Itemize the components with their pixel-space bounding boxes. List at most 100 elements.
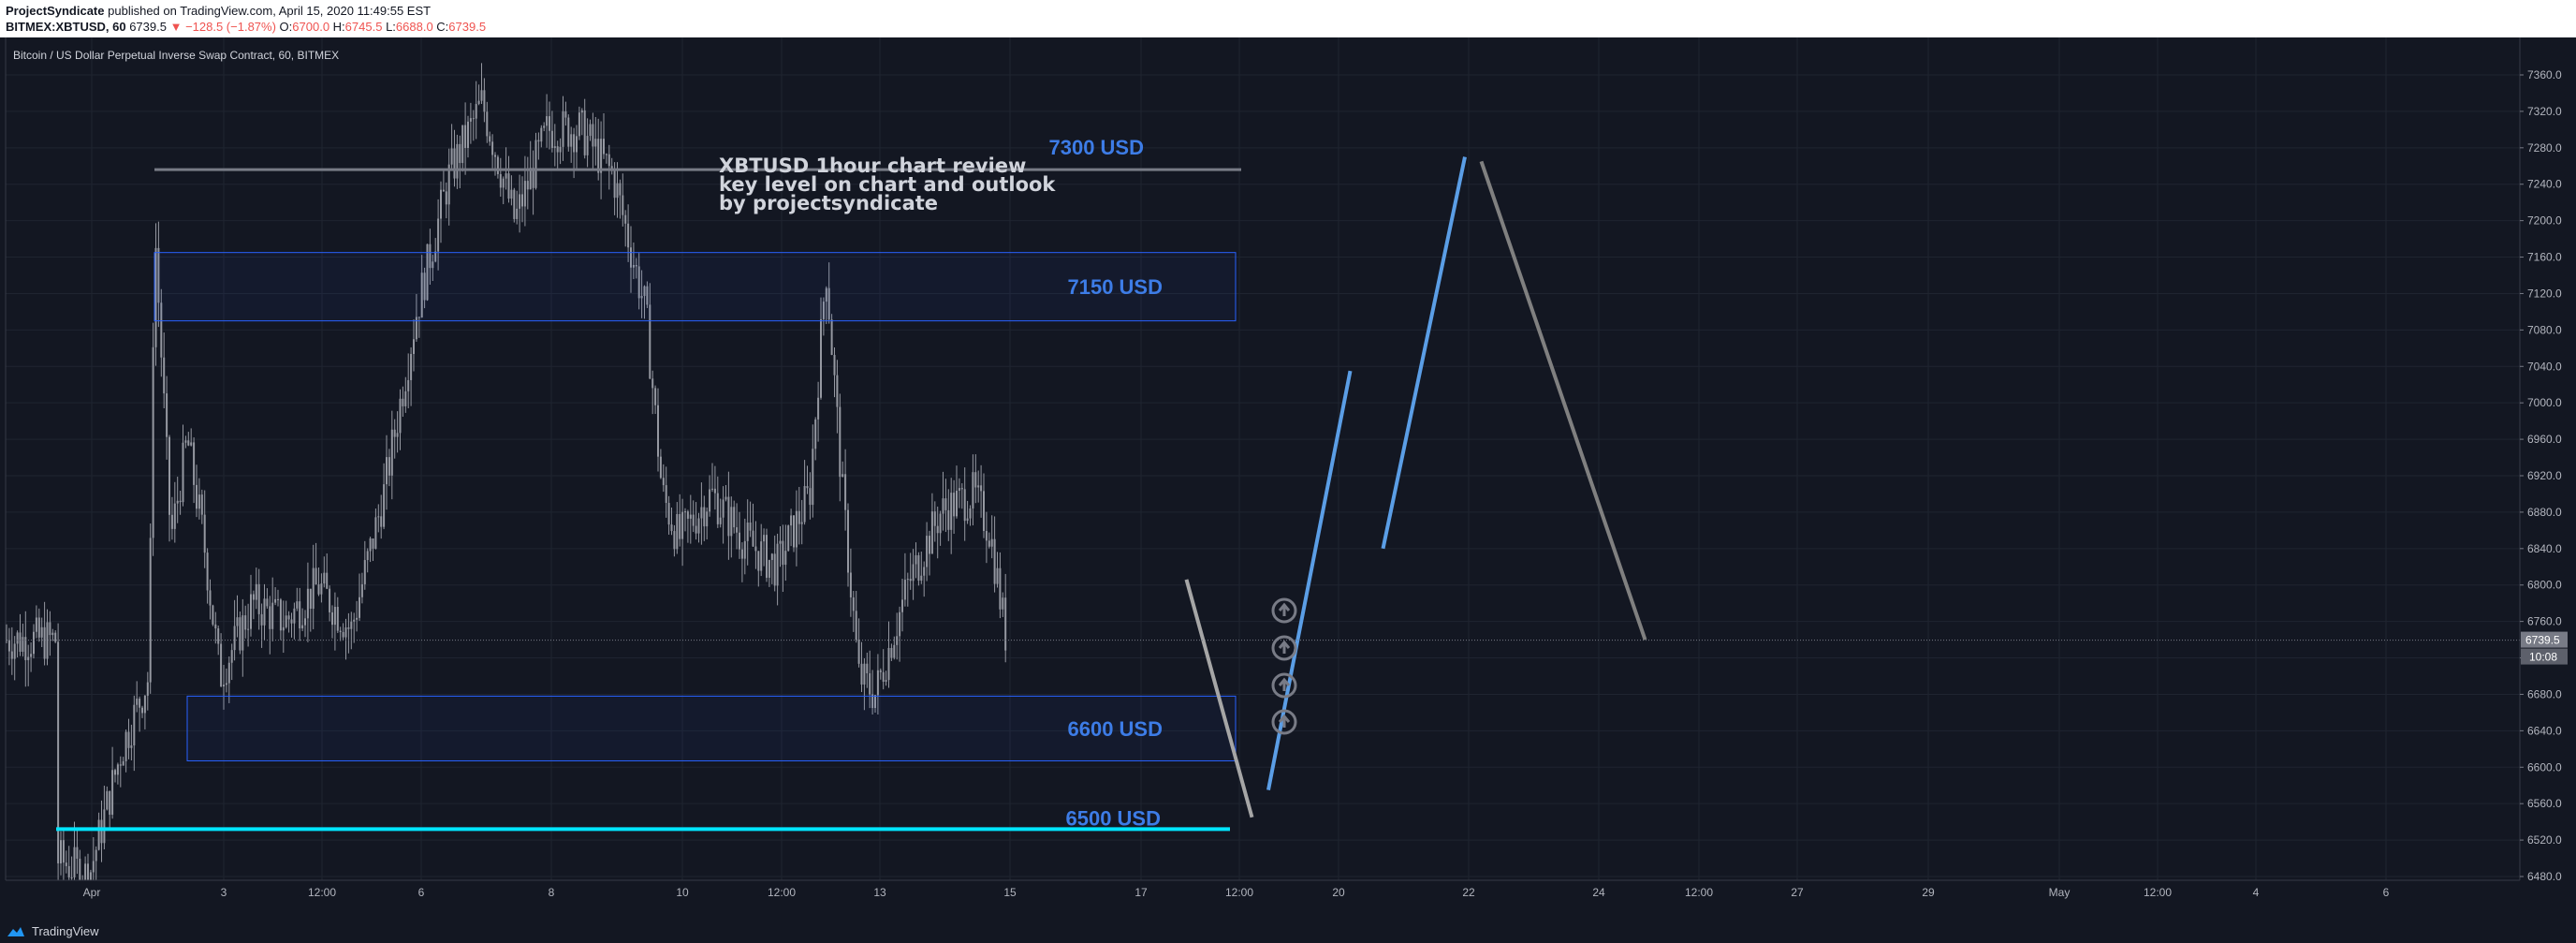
candle-body (695, 525, 697, 534)
candle-body (266, 598, 269, 607)
candle-body (450, 148, 453, 165)
candle-body (51, 632, 54, 636)
candle-body (820, 318, 822, 398)
candle-body (206, 553, 209, 591)
high-value: 6745.5 (344, 20, 383, 34)
candle-body (22, 637, 24, 652)
candle-body (763, 535, 766, 542)
candle-body (833, 354, 836, 376)
candle-body (304, 618, 306, 626)
candle-body (212, 605, 214, 625)
candle-body (749, 523, 752, 531)
candle-body (567, 117, 570, 147)
candle-body (782, 540, 784, 566)
candle-body (526, 181, 529, 190)
arrow-glyph (1278, 714, 1291, 728)
candle-body (793, 515, 795, 548)
candle-body (84, 863, 87, 880)
candle-body (844, 474, 847, 510)
candle-body (467, 121, 469, 148)
candle-body (390, 429, 393, 476)
candle-body (196, 484, 198, 509)
candle-body (190, 442, 193, 446)
candle-body (576, 136, 578, 153)
candle-body (220, 643, 223, 687)
x-tick-label: 27 (1791, 886, 1804, 899)
projection-up-2 (1381, 156, 1467, 550)
candle-body (564, 111, 567, 118)
candle-body (502, 178, 505, 188)
candle-body (540, 127, 543, 142)
last-price-tag (2521, 631, 2568, 648)
candle-body (923, 567, 926, 576)
candle-body (700, 507, 703, 519)
candle-body (40, 626, 43, 638)
annotation-line: key level on chart and outlook (719, 173, 1056, 196)
candle-body (350, 621, 353, 629)
candle-body (16, 632, 19, 644)
y-tick-label: 6600.0 (2527, 760, 2562, 774)
x-tick-label: May (2049, 886, 2071, 899)
candle-body (336, 607, 339, 631)
candle-body (863, 663, 866, 685)
candle-body (906, 579, 909, 581)
candle-body (410, 353, 413, 380)
x-tick-label: 24 (1592, 886, 1605, 899)
tradingview-logo[interactable]: TradingView (6, 922, 99, 939)
symbol-name: BITMEX:XBTUSD, 60 (6, 20, 126, 34)
candle-body (901, 599, 903, 612)
candle-body (279, 599, 282, 631)
y-tick-label: 6680.0 (2527, 687, 2562, 700)
candle-body (100, 819, 103, 844)
x-tick-label: 12:00 (2144, 886, 2172, 899)
candle-body (939, 513, 942, 534)
candle-body (477, 100, 480, 105)
publisher-name[interactable]: ProjectSyndicate (6, 4, 105, 18)
candle-body (665, 485, 667, 504)
candle-body (73, 847, 76, 877)
candle-body (170, 514, 173, 529)
candle-body (662, 478, 665, 486)
price-chart[interactable]: 7150 USD 6600 USD 7300 USD 6500 USD XBTUSD 1… (0, 37, 2576, 919)
candle-body (353, 619, 356, 622)
candle-body (616, 183, 619, 199)
candle-body (996, 567, 999, 584)
candle-body (149, 538, 152, 683)
candle-body (736, 527, 739, 533)
candle-body (689, 514, 692, 519)
candle-body (613, 169, 616, 199)
candle-body (456, 143, 459, 179)
candle-body (49, 622, 51, 636)
countdown-label: 10:08 (2529, 651, 2557, 664)
candle-body (920, 575, 923, 581)
x-tick-label: 20 (1332, 886, 1345, 899)
y-tick-label: 7120.0 (2527, 287, 2562, 300)
candle-body (507, 173, 510, 199)
candle-body (869, 672, 871, 695)
grid (6, 37, 2520, 880)
candle-body (103, 809, 106, 844)
candle-body (233, 626, 236, 651)
candle-body (972, 472, 974, 509)
resistance-7300-label: 7300 USD (1048, 136, 1144, 159)
candle-body (562, 111, 564, 147)
candle-body (523, 181, 526, 207)
candle-body (871, 694, 874, 709)
candle-body (317, 583, 320, 595)
candle-body (812, 449, 814, 506)
candle-body (890, 647, 893, 658)
candle-body (344, 626, 347, 638)
x-tick-label: 15 (1003, 886, 1017, 899)
candle-body (977, 485, 980, 488)
x-tick-label: 29 (1922, 886, 1935, 899)
candle-body (607, 154, 610, 167)
candle-body (917, 554, 920, 581)
x-tick-label: 12:00 (768, 886, 796, 899)
candle-body (396, 433, 399, 437)
annotation-line: by projectsyndicate (719, 192, 938, 214)
candle-body (549, 116, 550, 131)
candle-body (980, 485, 983, 492)
candle-body (315, 567, 317, 584)
candle-body (119, 764, 122, 766)
candle-body (486, 111, 489, 137)
